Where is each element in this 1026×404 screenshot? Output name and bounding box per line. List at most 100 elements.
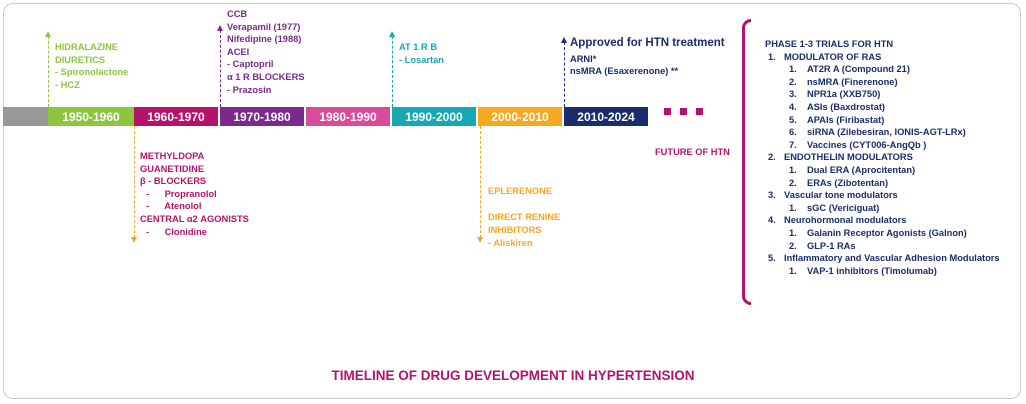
item-number: 1. — [789, 64, 797, 75]
trial-item: 1. AT2R A (Compound 21) — [765, 63, 1000, 76]
item-number: 6. — [789, 127, 797, 138]
item-number: 7. — [789, 139, 797, 150]
label-inhibitors: INHIBITORS — [488, 225, 542, 235]
trial-item: 5. APAIs (Firibastat) — [765, 114, 1000, 127]
label-acei: ACEI — [227, 46, 250, 57]
trial-item: 1. Dual ERA (Aprocitentan) — [765, 164, 1000, 177]
item-text: Galanin Receptor Agonists (Galnon) — [807, 227, 967, 238]
label-guanetidine: GUANETIDINE — [140, 163, 205, 174]
arrow-2000 — [477, 126, 483, 243]
item-text: APAIs (Firibastat) — [807, 114, 885, 125]
label-prazosin: - Prazosin — [227, 84, 272, 95]
group-number: 3. — [768, 190, 776, 201]
label-hcz: - HCZ — [55, 79, 80, 90]
item-number: 1. — [789, 265, 797, 276]
trial-item: 2. ERAs (Zibotentan) — [765, 177, 1000, 190]
item-number: 2. — [789, 76, 797, 87]
label-beta-blockers: β - BLOCKERS — [140, 176, 207, 187]
label-spacer — [488, 198, 560, 211]
label-nifedipine: Nifedipine (1988) — [227, 34, 302, 45]
segment-2010-2024: 2010-2024 — [564, 107, 648, 126]
item-number: 1. — [789, 202, 797, 213]
segment-1950-1960: 1950-1960 — [48, 107, 134, 126]
trials-list: PHASE 1-3 TRIALS FOR HTN 1. MODULATOR OF… — [765, 38, 1000, 277]
label-1960s: METHYLDOPA GUANETIDINE β - BLOCKERS - Pr… — [140, 150, 249, 238]
label-ccb: CCB — [227, 9, 248, 19]
item-number: 1. — [789, 164, 797, 175]
label-hydralazine: HIDRALAZINE — [55, 42, 119, 52]
group-name: ENDOTHELIN MODULATORS — [784, 152, 913, 163]
label-aliskiren: - Aliskiren — [488, 238, 533, 248]
label-atenolol: - Atenolol — [146, 201, 202, 212]
label-1950s: HIDRALAZINE DIURETICS - Spironolactone -… — [55, 41, 128, 91]
group-name: Neurohormonal modulators — [784, 215, 907, 226]
item-number: 3. — [789, 89, 797, 100]
item-text: GLP-1 RAs — [807, 240, 856, 251]
dot — [664, 108, 671, 115]
arrow-1970 — [217, 25, 223, 107]
label-captopril: - Captopril — [227, 59, 274, 70]
item-text: Dual ERA (Aprocitentan) — [807, 164, 916, 175]
trial-item: 2. GLP-1 RAs — [765, 240, 1000, 253]
item-text: AT2R A (Compound 21) — [807, 64, 910, 75]
group-name: Inflammatory and Vascular Adhesion Modul… — [784, 253, 1000, 264]
label-2000s: EPLERENONE DIRECT RENINE INHIBITORS - Al… — [488, 185, 560, 250]
label-nsmra-esaxerenone: nsMRA (Esaxerenone) ** — [570, 66, 679, 77]
trial-item: 3. NPR1a (XXB750) — [765, 88, 1000, 101]
label-spironolactone: - Spironolactone — [55, 67, 129, 78]
trials-header: PHASE 1-3 TRIALS FOR HTN — [765, 39, 894, 49]
trial-group: 3. Vascular tone modulators — [765, 189, 1000, 202]
label-1990s: AT 1 R B - Losartan — [399, 41, 444, 66]
trial-item: 7. Vaccines (CYT006-AngQb ) — [765, 139, 1000, 152]
trial-item: 1. sGC (Vericiguat) — [765, 202, 1000, 215]
trial-group: 5. Inflammatory and Vascular Adhesion Mo… — [765, 252, 1000, 265]
item-text: siRNA (Zilebesiran, IONIS-AGT-LRx) — [807, 127, 966, 138]
trial-item: 1. Galanin Receptor Agonists (Galnon) — [765, 227, 1000, 240]
label-at1rb: AT 1 R B — [399, 42, 438, 52]
group-name: Vascular tone modulators — [784, 190, 898, 201]
trial-item: 1. VAP-1 inhibitors (Timolumab) — [765, 265, 1000, 278]
arrow-1960 — [131, 126, 137, 243]
label-clonidine: - Clonidine — [146, 226, 207, 237]
item-text: Vaccines (CYT006-AngQb ) — [807, 139, 927, 150]
item-number: 2. — [789, 177, 797, 188]
label-alpha1-blockers: α 1 R BLOCKERS — [227, 71, 305, 82]
segment-1980-1990: 1980-1990 — [306, 107, 390, 126]
item-number: 2. — [789, 240, 797, 251]
trial-item: 6. siRNA (Zilebesiran, IONIS-AGT-LRx) — [765, 126, 1000, 139]
item-text: ERAs (Zibotentan) — [807, 177, 889, 188]
figure-frame — [3, 3, 1021, 399]
label-direct-renine: DIRECT RENINE — [488, 212, 561, 222]
label-losartan: - Losartan — [399, 54, 444, 65]
segment-1990-2000: 1990-2000 — [392, 107, 476, 126]
group-number: 2. — [768, 152, 776, 163]
trials-bracket — [742, 19, 751, 305]
label-eplerenone: EPLERENONE — [488, 186, 553, 196]
label-future-of-htn: FUTURE OF HTN — [655, 147, 730, 157]
label-diuretics: DIURETICS — [55, 54, 106, 65]
trial-group: 1. MODULATOR OF RAS — [765, 51, 1000, 64]
label-central-alpha2: CENTRAL α2 AGONISTS — [140, 213, 249, 224]
segment-2000-2010: 2000-2010 — [478, 107, 562, 126]
segment-1970-1980: 1970-1980 — [220, 107, 304, 126]
label-propranolol: - Propranolol — [146, 188, 217, 199]
label-2010s: Approved for HTN treatment ARNI* nsMRA (… — [570, 37, 725, 78]
arrow-2010 — [561, 37, 567, 107]
dot — [680, 108, 687, 115]
arrow-1950 — [45, 31, 51, 107]
dot — [696, 108, 703, 115]
group-number: 1. — [768, 51, 776, 62]
continuation-dots — [664, 108, 714, 120]
figure-title: TIMELINE OF DRUG DEVELOPMENT IN HYPERTEN… — [331, 368, 695, 383]
label-arni: ARNI* — [570, 53, 597, 64]
group-number: 4. — [768, 215, 776, 226]
trial-group: 4. Neurohormonal modulators — [765, 214, 1000, 227]
item-number: 4. — [789, 101, 797, 112]
item-text: NPR1a (XXB750) — [807, 89, 881, 100]
label-approved-header: Approved for HTN treatment — [570, 37, 725, 49]
group-number: 5. — [768, 253, 776, 264]
timeline-lead-segment — [3, 107, 48, 126]
trial-group: 2. ENDOTHELIN MODULATORS — [765, 151, 1000, 164]
label-1970s: CCB Verapamil (1977) Nifedipine (1988) A… — [227, 8, 305, 96]
label-verapamil: Verapamil (1977) — [227, 21, 301, 32]
